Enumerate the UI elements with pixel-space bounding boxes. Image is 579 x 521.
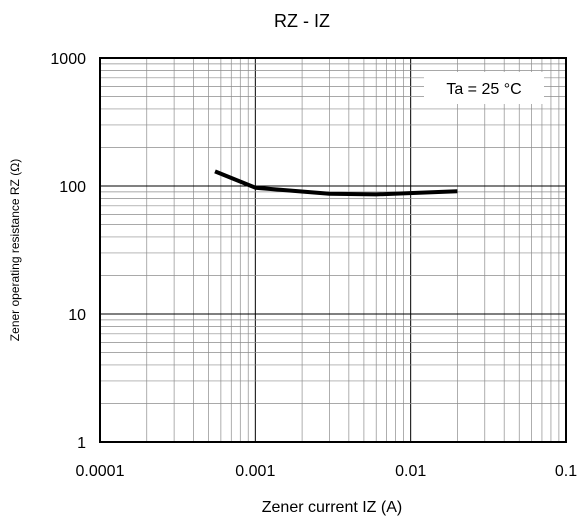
y-tick-label: 100 [59,179,86,196]
plot-frame [99,57,567,443]
chart-title: RZ - IZ [274,11,330,31]
series-layer [214,169,458,197]
x-tick-label: 0.001 [235,463,275,480]
series-line-1 [214,169,458,197]
y-tick-label: 10 [68,307,86,324]
y-tick-label: 1000 [50,51,86,68]
x-tick-labels: 0.0001 0.001 0.01 0.1 [76,463,578,480]
x-tick-label: 0.0001 [76,463,125,480]
y-tick-label: 1 [77,435,86,452]
annotation-box: Ta = 25 °C [424,72,544,104]
annotation-text: Ta = 25 °C [446,81,521,98]
x-axis-label: Zener current IZ (A) [262,499,402,516]
y-axis-label: Zener operating resistance RZ (Ω) [8,159,22,341]
grid [99,58,566,443]
x-tick-label: 0.1 [555,463,577,480]
x-tick-label: 0.01 [395,463,426,480]
y-tick-labels: 1 10 100 1000 [50,51,86,452]
